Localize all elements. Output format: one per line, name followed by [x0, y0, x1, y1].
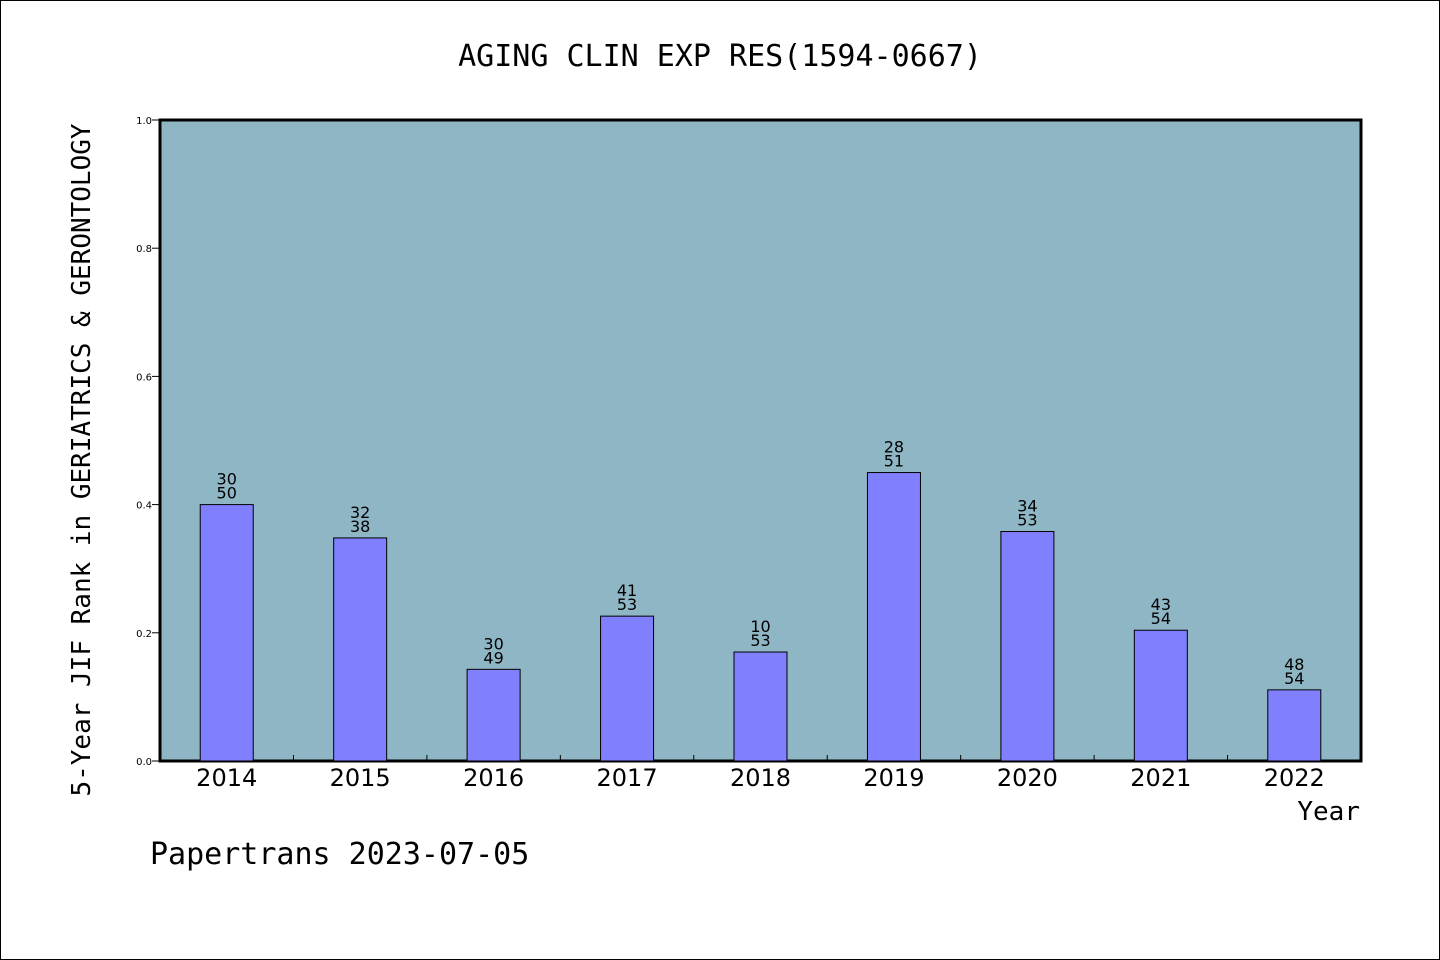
y-tick-label: 0.6	[136, 372, 152, 383]
x-tick-label: 2017	[597, 764, 658, 792]
bar-total-label: 53	[1017, 511, 1037, 530]
bar-rank-label: 48	[1284, 655, 1304, 674]
x-tick-label: 2021	[1130, 764, 1191, 792]
bar-rank-label: 30	[483, 634, 503, 653]
x-tick-label: 2018	[730, 764, 791, 792]
x-tick-label: 2020	[997, 764, 1058, 792]
bar	[733, 651, 788, 762]
bar-total-label: 38	[350, 517, 370, 536]
x-tick-label: 2015	[330, 764, 391, 792]
y-tick-label: 0.0	[136, 757, 152, 768]
bar-total-label: 50	[217, 484, 237, 503]
x-axis: 2014 2015 2016 2017 2018 2019 2020 2021 2022	[196, 755, 1325, 792]
x-axis-label: Year	[1297, 797, 1360, 827]
y-tick-label: 0.4	[136, 501, 152, 512]
bar	[333, 537, 388, 762]
y-axis: 0.0 0.2 0.4 0.6 0.8 1.0	[136, 116, 160, 768]
y-axis-label: 5-Year JIF Rank in GERIATRICS & GERONTOL…	[67, 123, 97, 796]
x-tick-label: 2016	[463, 764, 524, 792]
bar	[1000, 531, 1055, 762]
x-tick-label: 2022	[1264, 764, 1325, 792]
bar-rank-label: 43	[1151, 595, 1171, 614]
bar-total-label: 51	[884, 452, 904, 471]
bar-rank-label: 10	[750, 617, 770, 636]
bar	[1267, 689, 1322, 762]
x-tick-label: 2014	[196, 764, 257, 792]
bar	[466, 668, 521, 762]
y-tick-label: 0.8	[136, 244, 152, 255]
bar	[866, 472, 921, 762]
bar	[199, 504, 254, 762]
bar	[600, 615, 655, 762]
bar-total-label: 54	[1151, 609, 1171, 628]
bar-rank-label: 34	[1017, 497, 1037, 516]
bar	[1133, 629, 1188, 762]
bar-total-label: 54	[1284, 669, 1304, 688]
y-tick-label: 1.0	[136, 116, 152, 127]
bar-total-label: 49	[483, 648, 503, 667]
bar-rank-label: 30	[217, 470, 237, 489]
bar-total-label: 53	[617, 595, 637, 614]
y-tick-label: 0.2	[136, 629, 152, 640]
bar-total-label: 53	[750, 631, 770, 650]
footer-credit: Papertrans 2023-07-05	[150, 837, 529, 872]
bar-rank-label: 41	[617, 581, 637, 600]
x-tick-label: 2019	[863, 764, 924, 792]
bar-rank-label: 32	[350, 503, 370, 522]
bar-rank-label: 28	[884, 438, 904, 457]
chart-title: AGING CLIN EXP RES(1594-0667)	[458, 39, 982, 74]
